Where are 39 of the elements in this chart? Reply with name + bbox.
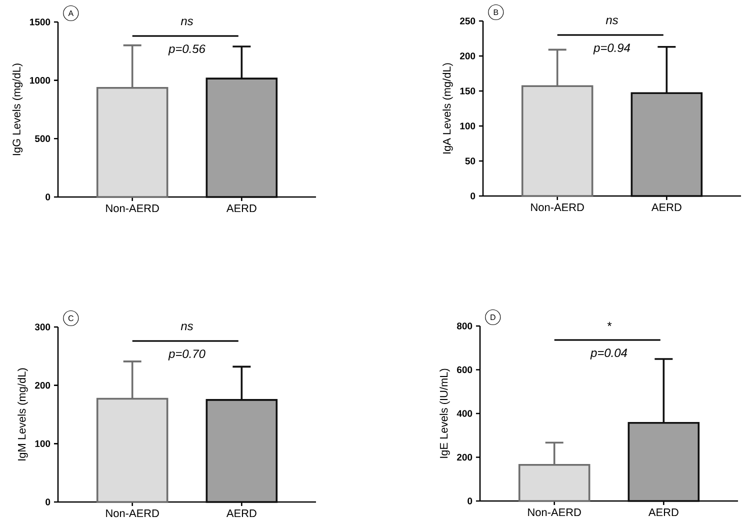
x-tick-label: AERD — [651, 204, 682, 212]
annotation: p=0.70 — [168, 350, 206, 360]
y-tick-label: 50 — [465, 158, 476, 164]
x-tick-label: Non-AERD — [531, 204, 584, 212]
y-tick-label: 0 — [470, 192, 476, 200]
y-tick-label: 150 — [460, 88, 476, 94]
y-tick-label: 0 — [46, 498, 50, 506]
y-tick-label: 300 — [34, 324, 50, 330]
x-tick-label: AERD — [226, 204, 256, 212]
y-tick-label: 100 — [460, 122, 476, 130]
y-axis-title: IgG Levels (mg/dL) — [12, 64, 23, 156]
annotation: p=0.94 — [593, 44, 630, 54]
y-tick-label: 1500 — [30, 18, 50, 26]
y-tick-label: 600 — [457, 366, 472, 374]
x-tick-label: Non-AERD — [528, 508, 581, 516]
annotation: p=0.04 — [590, 348, 628, 360]
y-tick-label: 200 — [457, 454, 472, 461]
y-tick-label: 100 — [35, 440, 50, 448]
annotation: ns — [180, 324, 194, 330]
annotation: ns — [180, 18, 194, 26]
annotation: p=0.56 — [168, 44, 206, 56]
annotation: * — [607, 322, 612, 326]
y-tick-label: 500 — [34, 135, 50, 142]
y-tick-label: 0 — [468, 498, 472, 504]
x-tick-label: AERD — [226, 510, 256, 518]
x-tick-label: Non-AERD — [106, 510, 159, 518]
y-axis-title: IgM Levels (mg/dL) — [18, 368, 28, 460]
x-tick-label: Non-AERD — [106, 204, 159, 212]
y-tick-label: 800 — [456, 322, 472, 330]
y-tick-label: 200 — [35, 382, 50, 389]
y-tick-label: 0 — [46, 194, 50, 200]
y-tick-label: 400 — [456, 410, 472, 417]
y-tick-label: 1000 — [30, 76, 50, 84]
y-tick-label: 200 — [460, 52, 476, 60]
annotation: ns — [606, 18, 618, 24]
y-axis-title: IgE Levels (IU/mL) — [440, 368, 450, 458]
y-axis-title: IgA Levels (mg/dL) — [442, 63, 453, 154]
x-tick-label: AERD — [648, 508, 678, 516]
y-tick-label: 250 — [460, 18, 476, 24]
